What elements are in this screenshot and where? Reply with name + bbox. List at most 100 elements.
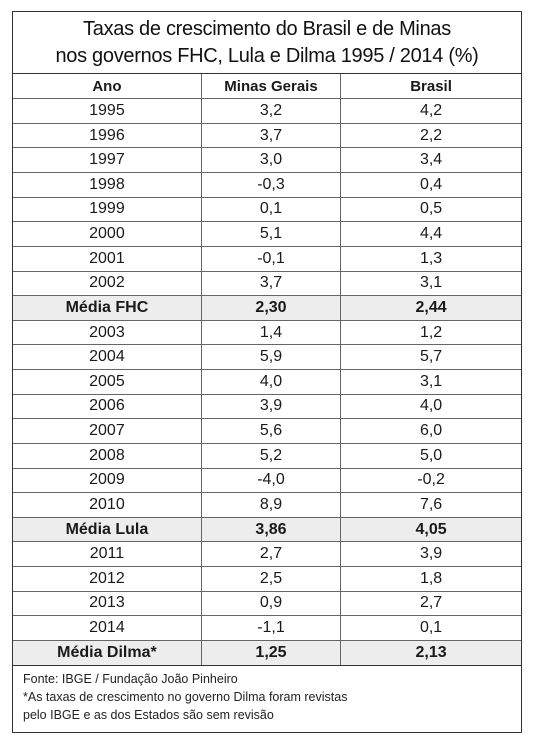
row-label: 1997 [13,147,202,173]
brasil-value: 0,5 [340,197,521,223]
minas-gerais-value: 2,5 [200,566,341,592]
table-row: 2010 8,9 7,6 [13,492,521,518]
minas-gerais-value: 5,1 [200,221,341,247]
minas-gerais-value: 3,86 [200,517,341,543]
minas-gerais-value: 5,9 [200,344,341,370]
table-row: 1996 3,7 2,2 [13,123,521,149]
minas-gerais-value: 1,4 [200,320,341,346]
minas-gerais-value: 2,7 [200,541,341,567]
header-minas-gerais: Minas Gerais [200,74,341,100]
table-title: Taxas de crescimento do Brasil e de Mina… [13,12,521,74]
row-label: Média FHC [13,295,202,321]
row-label: 1998 [13,172,202,198]
table-row: 2002 3,7 3,1 [13,271,521,297]
growth-rates-table: Ano Minas Gerais Brasil 1995 3,2 4,2 1996 3,… [13,74,521,666]
minas-gerais-value: 5,2 [200,443,341,469]
brasil-value: 3,4 [340,147,521,173]
minas-gerais-value: 5,6 [200,418,341,444]
row-label: 2010 [13,492,202,518]
minas-gerais-value: -0,3 [200,172,341,198]
table-row: 2012 2,5 1,8 [13,566,521,592]
brasil-value: 3,9 [340,541,521,567]
row-label: 2012 [13,566,202,592]
brasil-value: -0,2 [340,468,521,494]
brasil-value: 4,2 [340,98,521,124]
row-label: 2009 [13,468,202,494]
row-label: 1999 [13,197,202,223]
row-label: 2000 [13,221,202,247]
row-label: 2008 [13,443,202,469]
minas-gerais-value: 2,30 [200,295,341,321]
row-label: 2004 [13,344,202,370]
table-row: 1999 0,1 0,5 [13,197,521,223]
brasil-value: 3,1 [340,369,521,395]
minas-gerais-value: 3,7 [200,271,341,297]
brasil-value: 2,44 [340,295,521,321]
minas-gerais-value: -0,1 [200,246,341,272]
growth-table-card: Taxas de crescimento do Brasil e de Mina… [12,11,522,733]
minas-gerais-value: 8,9 [200,492,341,518]
minas-gerais-value: 0,1 [200,197,341,223]
table-row: 2007 5,6 6,0 [13,418,521,444]
source-line-1: Fonte: IBGE / Fundação João Pinheiro [23,671,238,686]
brasil-value: 5,0 [340,443,521,469]
brasil-value: 3,1 [340,271,521,297]
minas-gerais-value: 3,9 [200,394,341,420]
brasil-value: 6,0 [340,418,521,444]
brasil-value: 5,7 [340,344,521,370]
table-row: 2011 2,7 3,9 [13,541,521,567]
header-brasil: Brasil [340,74,521,100]
source-note: Fonte: IBGE / Fundação João Pinheiro *As… [13,666,521,724]
brasil-value: 4,4 [340,221,521,247]
brasil-value: 2,13 [340,640,521,666]
header-year: Ano [13,74,202,100]
brasil-value: 1,2 [340,320,521,346]
minas-gerais-value: -4,0 [200,468,341,494]
minas-gerais-value: 3,0 [200,147,341,173]
row-label: 2002 [13,271,202,297]
row-label: 2013 [13,591,202,617]
table-row: 2013 0,9 2,7 [13,591,521,617]
minas-gerais-value: -1,1 [200,615,341,641]
average-row: Média Dilma* 1,25 2,13 [13,640,521,666]
minas-gerais-value: 4,0 [200,369,341,395]
row-label: 2006 [13,394,202,420]
row-label: 2014 [13,615,202,641]
minas-gerais-value: 3,2 [200,98,341,124]
table-row: 1998 -0,3 0,4 [13,172,521,198]
row-label: 2003 [13,320,202,346]
minas-gerais-value: 1,25 [200,640,341,666]
brasil-value: 4,0 [340,394,521,420]
table-row: 2004 5,9 5,7 [13,344,521,370]
table-row: 2001 -0,1 1,3 [13,246,521,272]
average-row: Média FHC 2,30 2,44 [13,295,521,321]
brasil-value: 1,8 [340,566,521,592]
brasil-value: 7,6 [340,492,521,518]
minas-gerais-value: 0,9 [200,591,341,617]
brasil-value: 2,2 [340,123,521,149]
row-label: Média Dilma* [13,640,202,666]
row-label: 2001 [13,246,202,272]
row-label: 2007 [13,418,202,444]
table-row: 1995 3,2 4,2 [13,98,521,124]
brasil-value: 0,4 [340,172,521,198]
brasil-value: 2,7 [340,591,521,617]
table-row: 1997 3,0 3,4 [13,147,521,173]
table-row: 2000 5,1 4,4 [13,221,521,247]
source-line-3: pelo IBGE e as dos Estados são sem revis… [23,707,274,722]
minas-gerais-value: 3,7 [200,123,341,149]
title-line-2: nos governos FHC, Lula e Dilma 1995 / 20… [55,44,479,67]
row-label: Média Lula [13,517,202,543]
table-row: 2006 3,9 4,0 [13,394,521,420]
source-line-2: *As taxas de crescimento no governo Dilm… [23,689,348,704]
brasil-value: 4,05 [340,517,521,543]
title-line-1: Taxas de crescimento do Brasil e de Mina… [83,17,451,40]
row-label: 1995 [13,98,202,124]
table-row: 2008 5,2 5,0 [13,443,521,469]
table-row: 2005 4,0 3,1 [13,369,521,395]
brasil-value: 0,1 [340,615,521,641]
table-row: 2014 -1,1 0,1 [13,615,521,641]
brasil-value: 1,3 [340,246,521,272]
table-row: 2009 -4,0 -0,2 [13,468,521,494]
header-row: Ano Minas Gerais Brasil [13,74,521,100]
